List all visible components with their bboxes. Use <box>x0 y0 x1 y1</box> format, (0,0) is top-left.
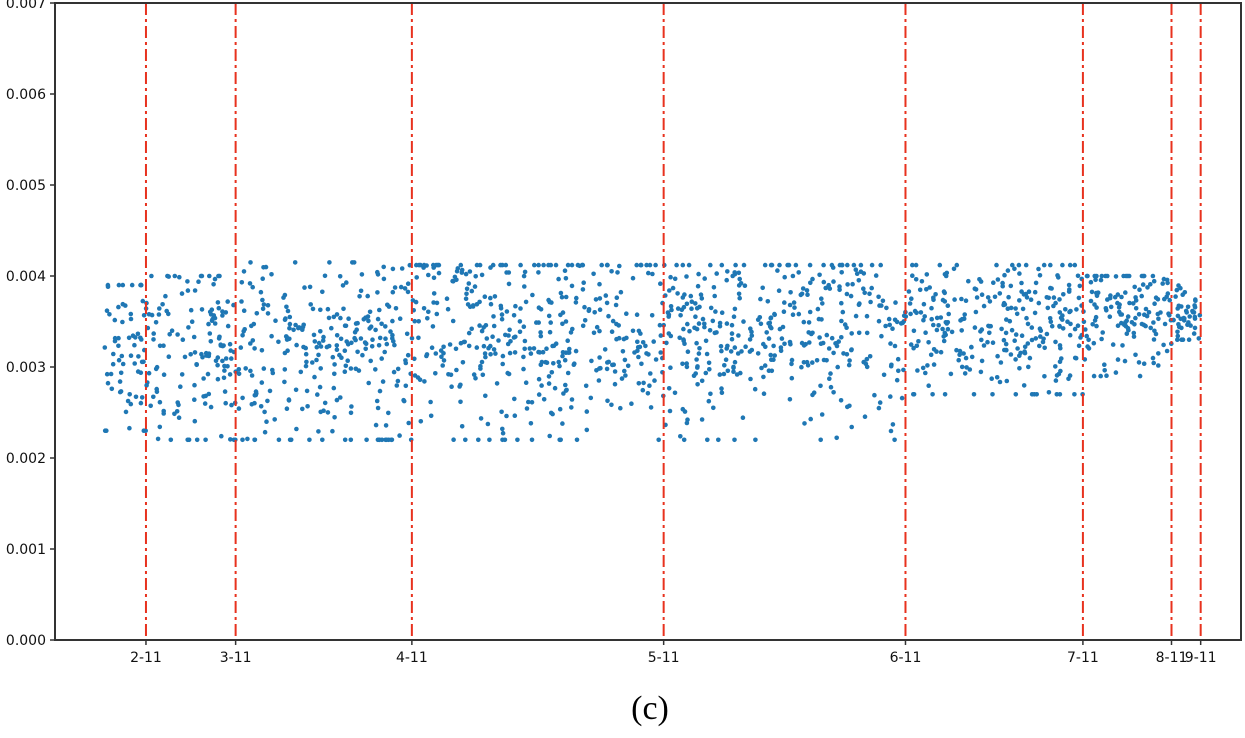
x-tick-label: 4-11 <box>396 650 428 666</box>
x-tick-label: 8-11 <box>1156 650 1188 666</box>
plot-frame <box>54 2 1242 641</box>
scatter-chart: 0.000 0.001 0.002 0.003 0.004 0.005 0.006 0.007… <box>6 0 1242 666</box>
x-tick-label: 9-11 <box>1185 650 1217 666</box>
y-tick-label: 0.001 <box>6 542 46 558</box>
figure-caption: (c) <box>631 690 669 727</box>
event-lines <box>144 3 1202 640</box>
x-tick-label: 7-11 <box>1067 650 1099 666</box>
y-tick-label: 0.004 <box>6 269 46 285</box>
y-axis: 0.000 0.001 0.002 0.003 0.004 0.005 0.006 0.007 <box>6 0 55 649</box>
x-tick-label: 2-11 <box>130 650 162 666</box>
y-tick-label: 0.003 <box>6 360 46 376</box>
x-tick-label: 3-11 <box>220 650 252 666</box>
y-tick-label: 0.002 <box>6 451 46 467</box>
x-tick-label: 6-11 <box>890 650 922 666</box>
x-axis: 2-11 3-11 4-11 5-11 6-11 7-11 8-119-11 <box>130 640 1217 666</box>
data-points <box>102 260 1203 443</box>
y-tick-label: 0.005 <box>6 178 46 194</box>
y-tick-label: 0.007 <box>6 0 46 12</box>
y-tick-label: 0.006 <box>6 87 46 103</box>
x-tick-label: 5-11 <box>648 650 680 666</box>
y-tick-label: 0.000 <box>6 633 46 649</box>
